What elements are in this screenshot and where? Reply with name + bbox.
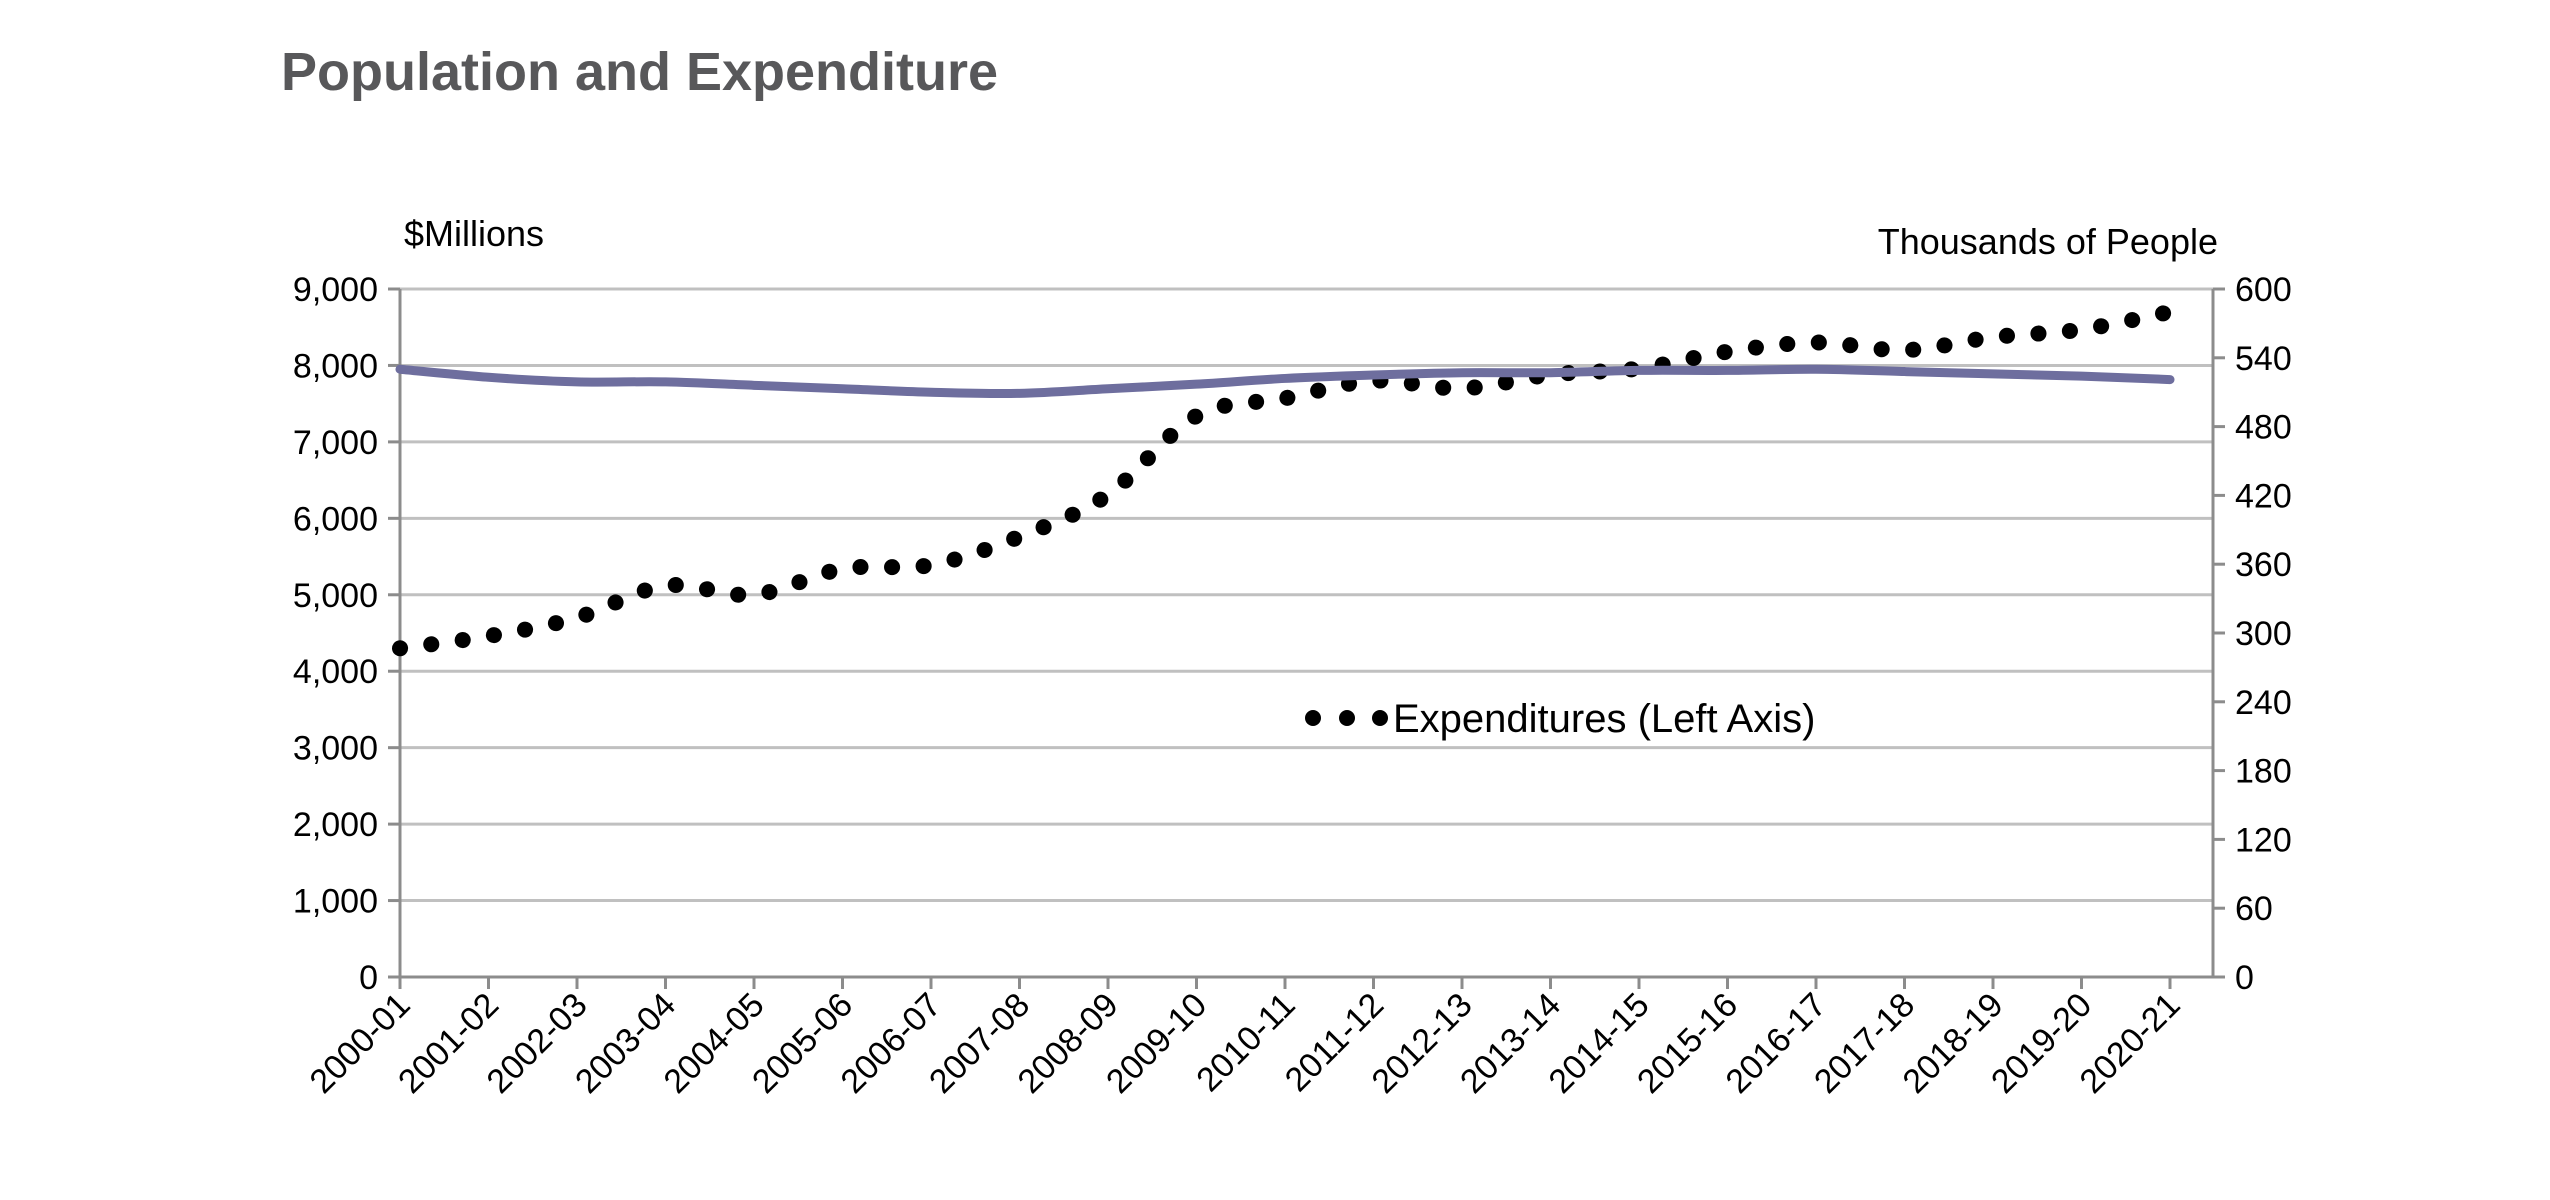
legend-label-expenditures: Expenditures (Left Axis)	[1393, 697, 1815, 741]
right-tick-label: 120	[2235, 821, 2292, 859]
left-tick-label: 2,000	[293, 806, 378, 844]
left-tick-label: 4,000	[293, 653, 378, 691]
x-tick-label: 2020-21	[2073, 986, 2188, 1101]
x-axis-ticks: 2000-012001-022002-032003-042004-052005-…	[303, 977, 2188, 1101]
right-tick-label: 360	[2235, 546, 2292, 584]
right-tick-label: 0	[2235, 959, 2254, 997]
left-tick-label: 0	[359, 959, 378, 997]
left-tick-label: 8,000	[293, 347, 378, 385]
legend: Expenditures (Left Axis)	[1305, 697, 1815, 741]
left-axis-label: $Millions	[404, 213, 544, 254]
left-tick-label: 1,000	[293, 883, 378, 921]
axes	[398, 289, 2215, 987]
right-tick-label: 300	[2235, 615, 2292, 653]
series	[392, 303, 2178, 657]
right-tick-label: 600	[2235, 271, 2292, 309]
chart-title: Population and Expenditure	[281, 42, 998, 102]
right-axis-label: Thousands of People	[1878, 221, 2218, 262]
x-tick-label: 2009-10	[1099, 986, 1214, 1101]
legend-dot	[1305, 710, 1321, 726]
x-tick-label: 2010-11	[1189, 986, 1302, 1099]
legend-dot	[1339, 710, 1355, 726]
left-tick-label: 3,000	[293, 730, 378, 768]
population-line	[395, 364, 2175, 399]
right-tick-label: 180	[2235, 753, 2292, 791]
left-axis-ticks: 0 1,000 2,000 3,000 4,000 5,000 6,000 7,000 8,00…	[293, 271, 400, 997]
right-tick-label: 240	[2235, 684, 2292, 722]
right-tick-label: 420	[2235, 477, 2292, 515]
right-tick-label: 480	[2235, 409, 2292, 447]
right-tick-label: 60	[2235, 890, 2273, 928]
left-tick-label: 6,000	[293, 500, 378, 538]
legend-marker-expenditures	[1305, 710, 1388, 726]
legend-dot	[1372, 710, 1388, 726]
right-axis-ticks: 0 60 120 180 240 300 360 420 480 540 600	[2213, 271, 2292, 997]
left-tick-label: 5,000	[293, 577, 378, 615]
right-tick-label: 540	[2235, 340, 2292, 378]
left-tick-label: 7,000	[293, 424, 378, 462]
left-tick-label: 9,000	[293, 271, 378, 309]
expenditures-line	[392, 303, 2178, 657]
